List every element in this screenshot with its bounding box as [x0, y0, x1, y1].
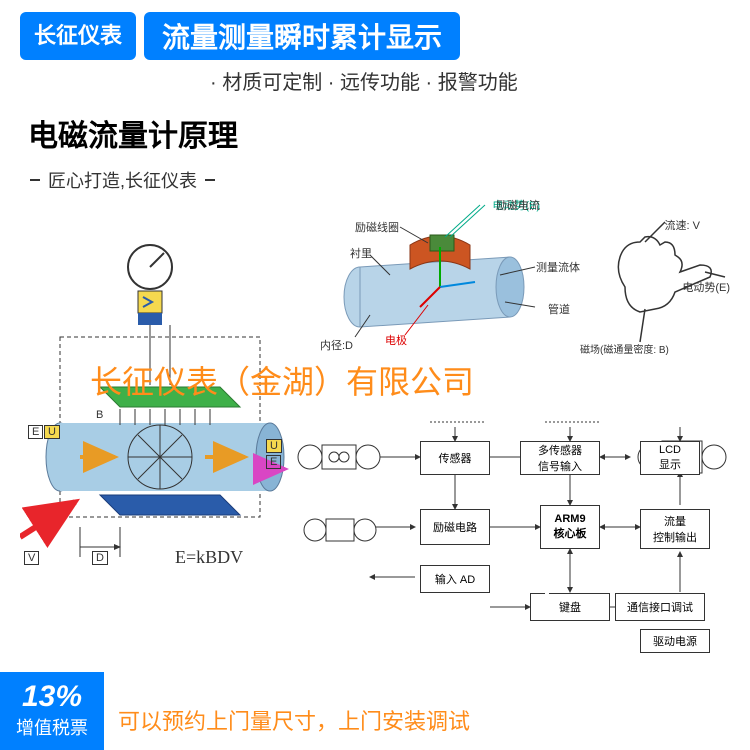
tax-badge: 13% 增值税票	[0, 672, 104, 750]
block-sensor: 传感器	[420, 441, 490, 475]
block-ad: 输入 AD	[420, 565, 490, 593]
label-V: V	[24, 551, 39, 565]
label-D: D	[92, 551, 108, 565]
slogan-badge: 流量测量瞬时累计显示	[144, 12, 460, 60]
block-diagram: 传感器 励磁电路 输入 AD 多传感器 信号输入 ARM9 核心板 键盘 LCD…	[290, 397, 730, 657]
sensor-cutaway-diagram: 电动势(E) 励磁电流 励磁线圈 衬里 电极 内径:D 测量流体 管道	[300, 197, 580, 357]
subtitle: 匠心打造,长征仪表	[0, 163, 750, 197]
label-U2: U	[266, 439, 282, 453]
block-comm: 通信接口调试	[615, 593, 705, 621]
label-diameter: 内径:D	[320, 337, 353, 353]
label-velocity: 流速: V	[665, 217, 700, 233]
label-E: E	[28, 425, 43, 439]
features-text: · 材质可定制 · 远传功能 · 报警功能	[0, 64, 750, 103]
footer-message: 可以预约上门量尺寸，上门安装调试	[104, 704, 470, 750]
label-excitation: 励磁电流	[496, 197, 540, 213]
label-hand-emf: 电动势(E)	[682, 279, 730, 295]
block-lcd: LCD 显示	[640, 441, 700, 475]
block-flow: 流量 控制输出	[640, 509, 710, 549]
block-excite: 励磁电路	[420, 509, 490, 545]
label-pipe: 管道	[548, 301, 570, 317]
brand-badge: 长征仪表	[20, 12, 136, 60]
block-power: 驱动电源	[640, 629, 710, 653]
hand-rule-diagram: 流速: V 电动势(E) 磁场(磁通量密度: B)	[570, 217, 730, 357]
block-arm: ARM9 核心板	[540, 505, 600, 549]
formula: E=kBDV	[175, 547, 243, 568]
tax-percent: 13%	[16, 680, 88, 714]
label-electrode: 电极	[385, 332, 407, 348]
watermark: 长征仪表（金湖）有限公司	[90, 357, 474, 403]
sensor-3d-diagram: E U B U E D V E=kBDV	[20, 237, 300, 577]
block-keyboard: 键盘	[530, 593, 610, 621]
label-B: B	[96, 409, 103, 421]
label-flux: 磁场(磁通量密度: B)	[580, 341, 669, 356]
block-multi: 多传感器 信号输入	[520, 441, 600, 475]
tax-label: 增值税票	[16, 714, 88, 740]
page-title: 电磁流量计原理	[0, 103, 750, 163]
label-lining: 衬里	[350, 245, 372, 261]
label-coil: 励磁线圈	[355, 219, 399, 235]
diagrams-area: 长征仪表（金湖）有限公司	[0, 197, 750, 677]
label-U: U	[44, 425, 60, 439]
label-E2: E	[266, 455, 281, 469]
